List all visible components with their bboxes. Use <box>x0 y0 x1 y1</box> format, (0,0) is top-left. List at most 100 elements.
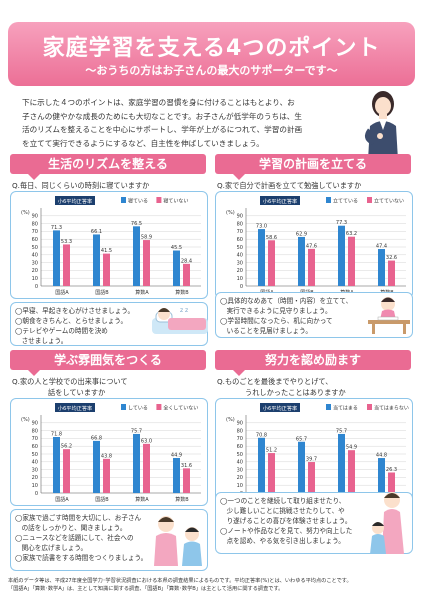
footer-line: 「国語A」「算数･数学A」は、主として知識に関する調査、「国語B」「算数･数学B… <box>8 585 284 592</box>
intro-line: 下に示した４つのポイントは、家庭学習の習慣を身に付けることはもとより、お <box>22 98 295 107</box>
intro-paragraph: 下に示した４つのポイントは、家庭学習の習慣を身に付けることはもとより、お 子さん… <box>22 96 344 150</box>
bar <box>103 458 110 493</box>
data-label: 44.9 <box>171 452 182 458</box>
bar <box>388 472 395 493</box>
page-title: 家庭学習を支える4つのポイント <box>42 36 381 61</box>
bar <box>378 249 385 286</box>
teacher-illustration <box>364 91 398 160</box>
tip-item: 少し難しいことに挑戦させたりして、や <box>220 507 345 515</box>
intro-line: を立てて実行できるようにするなど、自主性を伸ばしていきましょう。 <box>22 138 264 148</box>
family-illustration <box>154 516 202 566</box>
bar <box>63 244 70 286</box>
chart-panel-atmosphere: 小6平均正答率 している 全くしていない (%) 0 10 20 30 40 50 60 70 80 90… <box>10 398 208 506</box>
tip-item: ◯家族で読書をする時間をつくりましょう。 <box>15 554 148 562</box>
y-tick-label: 50 <box>237 452 243 458</box>
x-tick-label: 算数A <box>135 496 149 503</box>
y-tick-label: 10 <box>32 276 38 282</box>
chart-panel-rhythm: 小6平均正答率 寝ている 寝ていない (%) 0 10 20 30 40 50 60 70 80 90 71… <box>10 191 208 299</box>
bar <box>348 450 355 493</box>
section-heading-atmosphere: 学ぶ雰囲気をつくる <box>10 350 206 376</box>
data-label: 70.8 <box>256 432 267 438</box>
data-label: 63.0 <box>141 438 152 444</box>
y-tick-label: 80 <box>32 428 38 434</box>
question-line: Q.ものごとを最後までやりとげて、 <box>217 377 333 386</box>
bar <box>183 468 190 493</box>
tip-item: ◯具体的なめあて（時間・内容）を立てて、 <box>220 297 353 305</box>
legend-label: 全くしていない <box>163 405 198 412</box>
data-label: 71.3 <box>51 225 62 231</box>
data-label: 41.5 <box>101 248 112 254</box>
bar <box>348 236 355 286</box>
footer-line: 本紙のデータ等は、平成27年度全国学力･学習状況調査における本県の調査結果による… <box>8 578 352 584</box>
sleeping-child-illustration: z z <box>152 307 208 334</box>
data-label: 56.2 <box>61 444 72 450</box>
y-tick-label: 40 <box>237 460 243 466</box>
x-tick-label: 国語B <box>95 496 109 503</box>
section-heading-encourage: 努力を認め励ます <box>215 350 411 376</box>
y-axis-label: (%) <box>226 417 235 423</box>
legend-label: 寝ていない <box>163 198 188 205</box>
bar <box>338 433 345 493</box>
legend-swatch <box>121 197 126 203</box>
data-label: 58.9 <box>141 235 152 241</box>
tip-item: ◯ノートや作品などを見て、努力や向上した <box>220 527 353 535</box>
data-label: 75.7 <box>336 428 347 434</box>
question-encourage: Q.ものごとを最後までやりとげて、 うれしかったことはありますか <box>217 376 413 398</box>
bar <box>133 226 140 286</box>
y-tick-label: 30 <box>237 467 243 473</box>
x-tick-label: 算数A <box>135 289 149 296</box>
bar <box>378 458 385 493</box>
bar <box>53 230 60 286</box>
x-tick-label: 国語A <box>55 496 69 503</box>
y-tick-label: 30 <box>32 260 38 266</box>
data-label: 76.5 <box>131 221 142 227</box>
bar <box>308 462 315 493</box>
data-label: 54.9 <box>346 445 357 451</box>
bar <box>93 234 100 286</box>
section-heading-plan: 学習の計画を立てる <box>215 154 411 180</box>
chart-panel-encourage: 小6平均正答率当てはまる当てはまらない(%)010203040506070809… <box>215 398 413 506</box>
y-tick-label: 0 <box>35 491 38 497</box>
intro-line: 活のリズムを整えることを中心にサポートし、学年が上がるにつれて、学習の計画 <box>22 125 303 134</box>
y-tick-label: 0 <box>240 284 243 290</box>
y-axis-label: (%) <box>226 210 235 216</box>
y-tick-label: 20 <box>32 268 38 274</box>
y-tick-label: 20 <box>237 268 243 274</box>
legend-label: 当てはまらない <box>374 405 409 412</box>
bar <box>93 440 100 493</box>
legend-swatch <box>121 404 126 410</box>
bar <box>173 457 180 493</box>
data-label: 71.8 <box>51 431 62 437</box>
y-tick-label: 30 <box>32 467 38 473</box>
data-label: 45.5 <box>171 245 182 251</box>
legend-swatch <box>326 404 331 410</box>
x-tick-label: 国語B <box>95 289 109 296</box>
tip-item: ◯早寝、早起きを心がけさせましょう。 <box>15 307 135 315</box>
question-line: 話をしていますか <box>48 388 106 397</box>
data-label: 44.8 <box>376 453 387 459</box>
y-tick-label: 60 <box>32 237 38 243</box>
y-tick-label: 40 <box>32 253 38 259</box>
x-tick-label: 算数B <box>175 289 189 296</box>
data-label: 73.0 <box>256 224 267 230</box>
tip-item: の話をしっかりと、聞きましょう。 <box>15 524 127 532</box>
y-tick-label: 20 <box>237 475 243 481</box>
svg-text:z z: z z <box>180 307 188 314</box>
legend-swatch <box>367 404 372 410</box>
y-tick-label: 40 <box>32 460 38 466</box>
y-tick-label: 70 <box>32 229 38 235</box>
data-label: 47.4 <box>376 244 387 250</box>
studying-child-illustration <box>368 297 410 334</box>
tip-item: ◯朝食をきちんと、とらせましょう。 <box>15 317 128 325</box>
x-tick-label: 算数B <box>175 496 189 503</box>
bar <box>258 437 265 493</box>
tip-item: り遂げることの喜びを体験させましょう。 <box>220 517 352 525</box>
bar <box>298 236 305 286</box>
y-tick-label: 50 <box>32 245 38 251</box>
tip-item: 関心を広げましょう。 <box>15 544 88 552</box>
data-label: 47.6 <box>306 243 317 249</box>
data-label: 65.7 <box>296 436 307 442</box>
y-tick-label: 90 <box>237 421 243 427</box>
data-label: 77.3 <box>336 220 347 226</box>
